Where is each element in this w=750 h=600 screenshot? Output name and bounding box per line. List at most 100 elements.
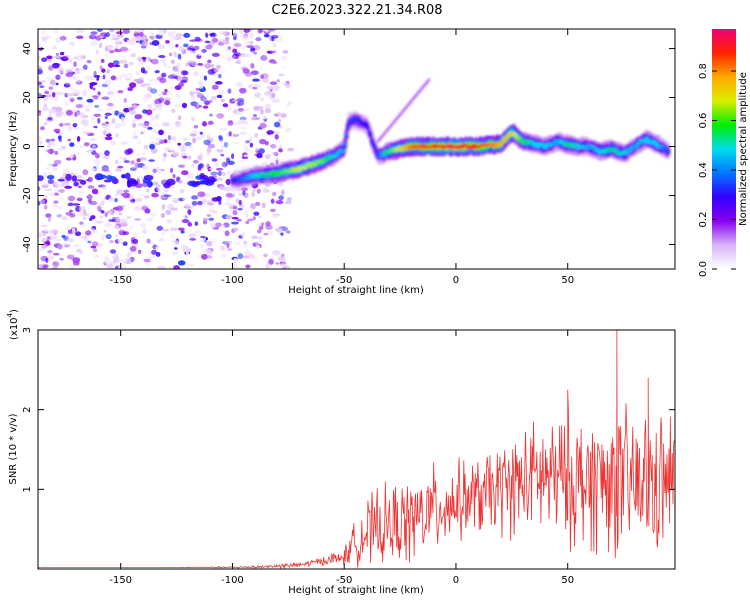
noise-speck (216, 148, 224, 153)
noise-speck (53, 159, 62, 165)
noise-speck (242, 68, 250, 74)
noise-speck (170, 226, 174, 232)
noise-speck (123, 141, 129, 145)
noise-speck (40, 29, 46, 35)
noise-speck (226, 56, 232, 62)
spectrogram-x-tick-label: -150 (109, 275, 132, 286)
noise-speck (72, 123, 78, 128)
noise-speck (284, 82, 291, 88)
noise-speck (82, 169, 89, 176)
noise-speck (177, 75, 183, 81)
noise-speck (59, 176, 67, 180)
noise-speck (169, 43, 175, 50)
noise-speck (276, 198, 280, 202)
noise-speck (273, 121, 281, 128)
noise-speck (166, 65, 171, 69)
noise-speck (286, 230, 291, 234)
noise-speck (173, 51, 178, 58)
noise-speck (130, 160, 135, 165)
noise-speck (40, 126, 45, 131)
noise-speck (58, 132, 63, 137)
noise-speck (199, 238, 204, 243)
noise-speck (231, 32, 238, 37)
noise-speck (43, 204, 48, 210)
noise-speck (69, 42, 75, 46)
noise-speck (112, 60, 120, 65)
noise-speck (202, 198, 207, 205)
noise-speck (215, 222, 222, 228)
noise-speck (219, 30, 227, 36)
snr-multiplier: (x104) (6, 309, 20, 340)
noise-speck (204, 248, 212, 254)
noise-speck (210, 177, 217, 183)
noise-speck (202, 121, 207, 127)
noise-speck (148, 159, 155, 162)
noise-speck (76, 151, 81, 155)
noise-speck (245, 140, 251, 144)
noise-speck (199, 131, 203, 135)
noise-speck (146, 217, 154, 222)
noise-speck (228, 131, 232, 137)
noise-speck (215, 81, 223, 85)
noise-speck (186, 49, 193, 55)
noise-speck (63, 83, 71, 88)
noise-speck (243, 145, 249, 152)
noise-speck (119, 59, 128, 64)
noise-speck (116, 39, 120, 44)
noise-speck (233, 241, 241, 245)
noise-speck (266, 230, 273, 236)
noise-speck (267, 89, 274, 95)
noise-speck (255, 37, 262, 42)
snr-panel: -150 -100 -50 0 50 1 2 3 Height of straight li… (6, 309, 676, 596)
noise-speck (50, 79, 56, 86)
noise-speck (136, 152, 141, 156)
noise-speck (106, 108, 112, 111)
noise-speck (243, 41, 251, 45)
noise-speck (175, 33, 184, 38)
noise-speck (236, 218, 242, 222)
noise-speck (256, 188, 261, 194)
noise-speck (226, 242, 230, 248)
noise-speck (95, 220, 104, 224)
noise-speck (124, 77, 131, 81)
noise-speck (285, 104, 291, 107)
noise-speck (249, 46, 256, 53)
noise-speck (284, 265, 291, 269)
noise-speck (180, 79, 188, 84)
snr-x-tick-label: -50 (336, 575, 352, 586)
noise-speck (275, 199, 284, 205)
noise-speck (222, 171, 226, 177)
noise-speck (156, 225, 164, 231)
ridge-blob (501, 139, 506, 143)
noise-speck (204, 100, 211, 106)
noise-speck (187, 209, 192, 215)
noise-speck (256, 153, 263, 159)
noise-speck (72, 261, 80, 266)
noise-speck (164, 100, 171, 106)
noise-speck (221, 161, 228, 168)
noise-speck (70, 86, 75, 92)
noise-speck (129, 110, 137, 115)
ridge-blob (356, 118, 361, 122)
noise-speck (119, 121, 126, 127)
noise-speck (227, 46, 232, 50)
noise-speck (257, 236, 263, 240)
noise-speck (93, 74, 101, 78)
noise-speck (177, 142, 182, 146)
chart-title: C2E6.2023.322.21.34.R08 (271, 3, 442, 18)
noise-speck (64, 225, 71, 231)
noise-speck (69, 209, 73, 213)
ridge-blob (644, 137, 650, 141)
noise-speck (63, 168, 69, 174)
noise-speck (169, 35, 176, 41)
noise-speck (231, 153, 235, 160)
noise-speck (41, 57, 48, 63)
noise-speck (76, 197, 83, 202)
noise-speck (233, 52, 241, 57)
noise-speck (38, 81, 43, 86)
noise-speck (173, 75, 179, 80)
noise-speck (93, 70, 97, 76)
noise-speck (270, 144, 277, 149)
noise-speck (165, 209, 172, 216)
noise-speck (246, 218, 254, 222)
